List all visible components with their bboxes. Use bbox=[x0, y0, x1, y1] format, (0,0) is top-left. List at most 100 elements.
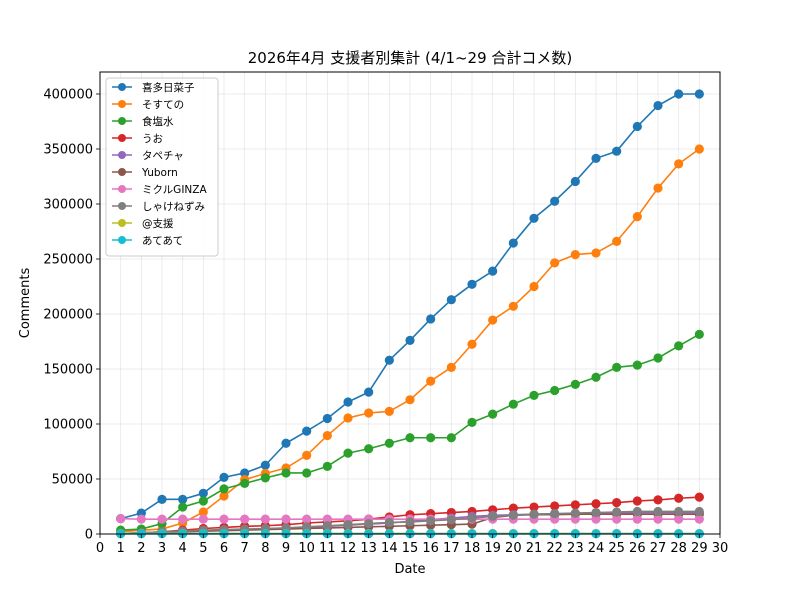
data-point bbox=[405, 335, 415, 345]
chart-title: 2026年4月 支援者別集計 (4/1~29 合計コメ数) bbox=[248, 49, 573, 67]
data-point bbox=[364, 518, 374, 529]
data-point bbox=[632, 212, 642, 222]
data-point bbox=[426, 376, 436, 386]
data-point bbox=[591, 372, 601, 382]
data-point bbox=[178, 502, 188, 512]
legend-entry: 食塩水 bbox=[112, 115, 174, 128]
y-tick-label: 100000 bbox=[43, 418, 93, 433]
legend-label: しゃけねずみ bbox=[142, 201, 205, 213]
data-point bbox=[116, 514, 126, 524]
x-tick-label: 5 bbox=[199, 541, 207, 556]
data-point bbox=[653, 353, 663, 363]
data-point bbox=[302, 522, 312, 532]
legend-label: ミクルGINZA bbox=[142, 184, 207, 196]
data-point bbox=[694, 144, 704, 154]
legend-entry: Yuborn bbox=[112, 167, 178, 179]
data-point bbox=[426, 516, 436, 526]
data-point bbox=[302, 426, 312, 436]
data-point bbox=[570, 176, 580, 187]
data-point bbox=[343, 448, 353, 458]
data-point bbox=[591, 499, 601, 509]
legend-label: そすての bbox=[142, 99, 184, 111]
axis-ticks: 0 1 2 3 4 5 6 7 8 9 10 11 12 13 14 15 16 17 18 19 20 21 22 23 24… bbox=[43, 88, 728, 557]
data-point bbox=[198, 488, 208, 498]
data-point bbox=[591, 507, 601, 518]
data-point bbox=[281, 468, 291, 478]
data-point bbox=[488, 409, 498, 419]
data-point bbox=[467, 279, 477, 289]
data-point bbox=[529, 502, 539, 512]
data-point bbox=[570, 250, 580, 260]
data-point bbox=[508, 503, 518, 513]
data-point bbox=[674, 514, 684, 524]
data-point bbox=[281, 514, 291, 524]
data-point bbox=[508, 238, 518, 248]
x-tick-label: 15 bbox=[402, 541, 419, 556]
x-tick-label: 28 bbox=[670, 541, 687, 556]
data-point bbox=[302, 514, 312, 524]
legend-label: 喜多日菜子 bbox=[142, 81, 195, 94]
data-point bbox=[426, 433, 436, 443]
legend-box bbox=[105, 77, 219, 257]
data-point bbox=[384, 406, 394, 416]
legend-swatch-marker bbox=[118, 168, 126, 176]
data-point bbox=[612, 362, 622, 372]
x-tick-label: 24 bbox=[588, 541, 605, 556]
legend-entry: しゃけねずみ bbox=[112, 201, 205, 213]
data-point bbox=[219, 472, 229, 482]
data-point bbox=[653, 506, 663, 517]
x-tick-label: 29 bbox=[691, 541, 708, 556]
data-point bbox=[219, 491, 229, 501]
data-point bbox=[674, 159, 684, 169]
legend-entry: うお bbox=[112, 133, 163, 145]
data-point bbox=[653, 514, 663, 524]
data-point bbox=[674, 89, 684, 99]
legend-label: うお bbox=[142, 133, 163, 145]
data-point bbox=[343, 413, 353, 423]
data-point bbox=[508, 399, 518, 409]
legend-label: タペチャ bbox=[142, 150, 184, 162]
data-point bbox=[694, 514, 704, 524]
data-point bbox=[364, 387, 374, 397]
data-point bbox=[591, 153, 601, 163]
data-point bbox=[405, 517, 415, 527]
x-tick-label: 18 bbox=[464, 541, 481, 556]
x-tick-label: 19 bbox=[484, 541, 501, 556]
x-tick-label: 13 bbox=[360, 541, 377, 556]
data-point bbox=[550, 509, 560, 519]
legend-entry: あてあて bbox=[112, 235, 183, 247]
y-tick-label: 250000 bbox=[43, 253, 93, 268]
legend-swatch-marker bbox=[118, 83, 126, 91]
data-point bbox=[550, 196, 560, 206]
x-tick-label: 25 bbox=[608, 541, 625, 556]
data-point bbox=[157, 494, 167, 504]
y-tick-label: 300000 bbox=[43, 198, 93, 213]
data-point bbox=[426, 314, 436, 324]
data-point bbox=[653, 495, 663, 505]
x-tick-label: 4 bbox=[179, 541, 187, 556]
x-axis-title: Date bbox=[394, 562, 425, 577]
data-point bbox=[694, 492, 704, 502]
x-tick-label: 9 bbox=[282, 541, 290, 556]
series-2 bbox=[116, 329, 704, 535]
legend-label: Yuborn bbox=[141, 167, 178, 179]
data-point bbox=[550, 385, 560, 396]
data-point bbox=[343, 397, 353, 407]
data-point bbox=[405, 433, 415, 443]
x-tick-label: 20 bbox=[505, 541, 522, 556]
x-tick-label: 3 bbox=[158, 541, 166, 556]
x-tick-label: 6 bbox=[220, 541, 228, 556]
data-point bbox=[550, 258, 560, 268]
data-point bbox=[322, 521, 332, 531]
legend-swatch-marker bbox=[118, 100, 126, 108]
data-point bbox=[178, 494, 188, 504]
data-point bbox=[612, 146, 622, 156]
data-point bbox=[136, 514, 146, 524]
data-point bbox=[260, 473, 270, 483]
data-point bbox=[591, 248, 601, 258]
data-point bbox=[508, 510, 518, 520]
data-point bbox=[694, 89, 704, 99]
data-point bbox=[529, 213, 539, 223]
